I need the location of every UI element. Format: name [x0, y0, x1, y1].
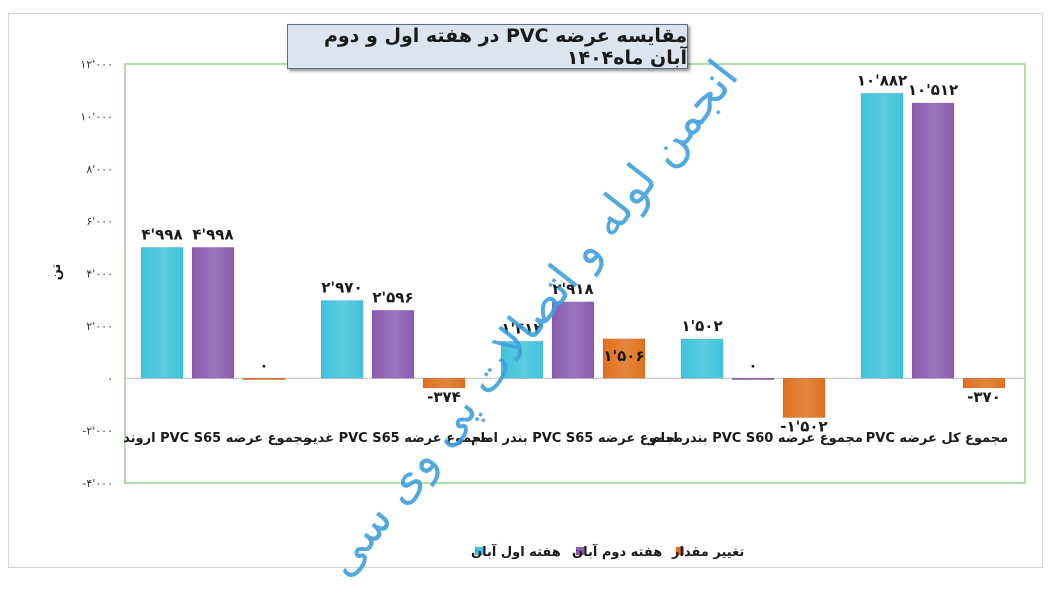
bar — [500, 341, 544, 379]
legend-label: هفته اول آبان — [471, 543, 561, 560]
category-label: مجموع عرضه PVC S65 اروند — [123, 431, 311, 446]
bar — [140, 247, 184, 379]
data-label: ۱'۵۰۲ — [681, 317, 722, 335]
bar — [191, 247, 235, 379]
chart-title: مقایسه عرضه PVC در هفته اول و دوم آبان م… — [287, 24, 688, 69]
y-tick-label: ۱۰'۰۰۰ — [80, 110, 113, 123]
bar — [242, 378, 286, 380]
legend-swatch — [676, 547, 684, 555]
data-label: ۲'۹۷۰ — [321, 278, 362, 296]
data-label: ۰ — [259, 356, 268, 374]
y-tick-label: ۶'۰۰۰ — [86, 215, 113, 228]
category-label: مجموع عرضه PVC S65 بندر امام — [471, 431, 683, 446]
y-axis-label: تن — [49, 264, 64, 281]
data-label: ۱'۵۰۶ — [603, 347, 644, 365]
bar — [860, 93, 904, 379]
bar — [320, 300, 364, 379]
legend-swatch — [576, 547, 584, 555]
bar — [782, 378, 826, 418]
legend-swatch — [475, 547, 483, 555]
y-tick-label: -۴'۰۰۰ — [82, 477, 113, 490]
y-tick-label: ۴'۰۰۰ — [86, 268, 113, 281]
data-label: ۴'۹۹۸ — [192, 225, 233, 243]
data-label: ۲'۵۹۶ — [372, 288, 413, 306]
y-tick-label: ۸'۰۰۰ — [86, 163, 113, 176]
data-label: -۳۷۴ — [427, 388, 461, 406]
category-label: مجموع عرضه PVC S60 بندر امام — [651, 431, 863, 446]
data-label: ۴'۹۹۸ — [141, 225, 182, 243]
data-label: -۱'۵۰۲ — [780, 418, 827, 436]
bar — [962, 378, 1006, 389]
bar — [680, 338, 724, 379]
data-label: ۰ — [748, 356, 757, 374]
y-tick-label: -۲'۰۰۰ — [82, 425, 113, 438]
category-label: مجموع کل عرضه PVC — [866, 431, 1008, 446]
data-label: -۳۷۰ — [967, 388, 1001, 406]
data-label: ۲'۹۱۸ — [552, 280, 593, 298]
bar — [911, 102, 955, 379]
data-label: ۱'۴۱۲ — [501, 319, 542, 337]
legend-label: هفته دوم آبان — [572, 543, 662, 560]
bar — [371, 310, 415, 379]
legend-label: تغییر مقدار — [671, 545, 744, 560]
category-label: مجموع عرضه PVC S65 غدیر — [304, 431, 490, 446]
bar — [602, 338, 646, 379]
data-label: ۱۰'۸۸۲ — [857, 71, 907, 89]
bar — [422, 378, 466, 389]
y-tick-label: ۲'۰۰۰ — [86, 320, 113, 333]
bar — [551, 301, 595, 379]
bar — [731, 378, 775, 380]
data-label: ۱۰'۵۱۲ — [908, 81, 958, 99]
y-tick-label: ۱۲'۰۰۰ — [80, 58, 113, 71]
y-tick-label: ۰ — [107, 372, 113, 385]
